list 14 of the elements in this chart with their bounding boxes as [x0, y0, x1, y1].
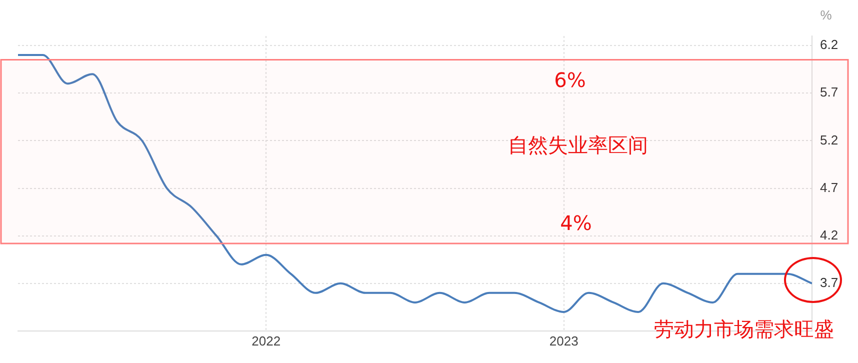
annotation: 6%	[554, 68, 586, 92]
x-tick-label: 2022	[252, 333, 281, 348]
y-tick-label: 3.7	[820, 274, 838, 290]
y-tick-label: 4.2	[820, 227, 838, 242]
band-label: 自然失业率区间	[508, 132, 648, 157]
annotation: 劳动力市场需求旺盛	[654, 317, 834, 342]
line-series	[18, 54, 812, 313]
annotation: 4%	[560, 211, 592, 236]
x-tick-label: 2023	[549, 333, 578, 348]
y-axis-title: %	[820, 8, 832, 23]
y-tick-label: 5.7	[820, 84, 838, 100]
y-tick-label: 5.2	[820, 132, 838, 148]
y-tick-label: 6.2	[820, 37, 838, 52]
y-tick-label: 4.7	[820, 180, 838, 195]
